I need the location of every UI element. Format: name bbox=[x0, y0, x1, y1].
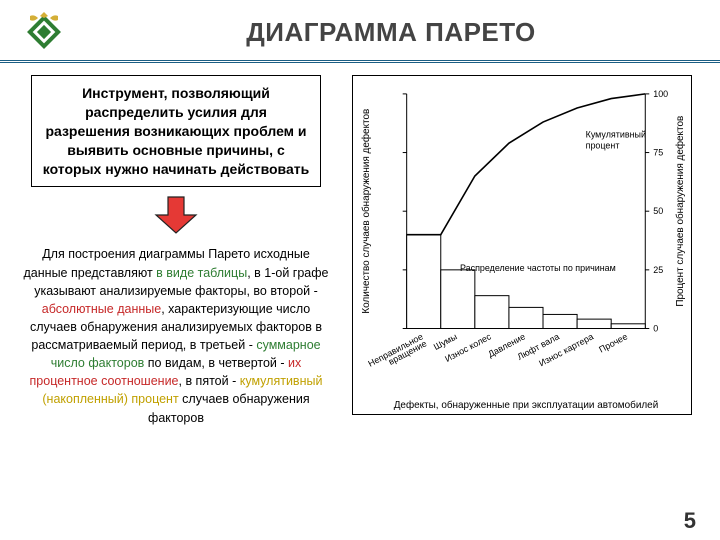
svg-text:Процент случаев обнаружения де: Процент случаев обнаружения дефектов bbox=[675, 116, 686, 307]
svg-text:75: 75 bbox=[653, 148, 663, 158]
description-text: Для построения диаграммы Парето исходные… bbox=[21, 245, 331, 426]
pareto-chart: 0255075100НеправильноевращениеШумыИзнос … bbox=[352, 75, 692, 415]
page-title: ДИАГРАММА ПАРЕТО bbox=[82, 17, 700, 48]
svg-text:100: 100 bbox=[653, 89, 668, 99]
svg-text:50: 50 bbox=[653, 206, 663, 216]
emblem-icon bbox=[20, 8, 68, 56]
svg-text:Распределение частоты по причи: Распределение частоты по причинам bbox=[460, 263, 616, 273]
header: ДИАГРАММА ПАРЕТО bbox=[0, 0, 720, 63]
chart-container: 0255075100НеправильноевращениеШумыИзнос … bbox=[336, 75, 704, 427]
left-column: Инструмент, позволяющий распределить уси… bbox=[16, 75, 336, 427]
svg-text:Кумулятивный: Кумулятивный bbox=[586, 130, 646, 140]
svg-text:процент: процент bbox=[586, 141, 620, 151]
svg-text:25: 25 bbox=[653, 265, 663, 275]
definition-box: Инструмент, позволяющий распределить уси… bbox=[31, 75, 321, 187]
svg-text:0: 0 bbox=[653, 323, 658, 333]
content: Инструмент, позволяющий распределить уси… bbox=[0, 63, 720, 427]
svg-text:Дефекты, обнаруженные при эксп: Дефекты, обнаруженные при эксплуатации а… bbox=[394, 400, 659, 411]
svg-text:Количество случаев обнаружения: Количество случаев обнаружения дефектов bbox=[361, 109, 372, 314]
page-number: 5 bbox=[684, 508, 696, 534]
arrow-down-icon bbox=[154, 195, 198, 235]
